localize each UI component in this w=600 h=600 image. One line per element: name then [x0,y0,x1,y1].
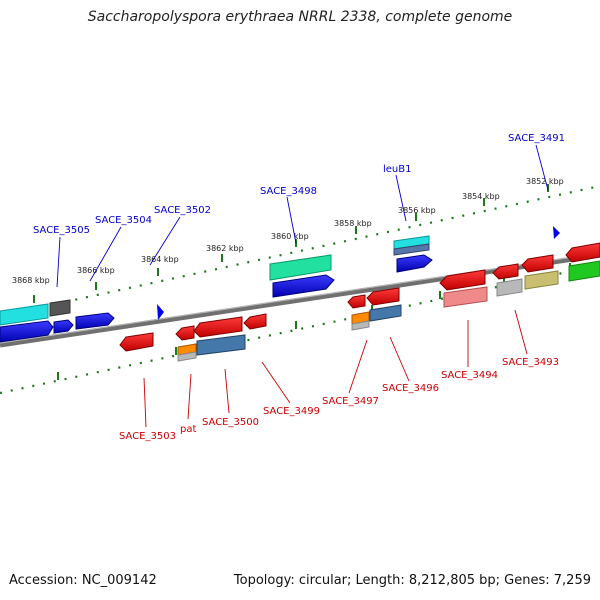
gene-feature[interactable] [443,286,488,308]
topology-text: Topology: circular; Length: 8,212,805 bp… [233,573,591,588]
gene-feature[interactable] [347,294,366,309]
gene-feature[interactable] [439,269,486,291]
kbp-label: 3856 kbp [398,206,436,215]
gene-label[interactable]: SACE_3503 [119,431,176,442]
gene-feature[interactable] [0,303,49,326]
kbp-label: 3860 kbp [271,232,309,241]
kbp-label: 3852 kbp [526,177,564,186]
gene-label[interactable]: SACE_3494 [441,370,498,381]
gene-feature[interactable] [269,254,332,281]
reverse-genes [119,242,600,362]
gene-feature[interactable] [196,334,246,356]
gene-feature[interactable] [193,316,243,338]
gene-label[interactable]: SACE_3500 [202,417,259,428]
gene-label[interactable]: SACE_3505 [33,225,90,236]
gene-label[interactable]: SACE_3493 [502,357,559,368]
gene-feature[interactable] [524,270,559,290]
gene-feature[interactable] [175,325,195,341]
gene-feature[interactable] [521,254,554,273]
kbp-label: 3854 kbp [462,192,500,201]
reverse-label-lines [143,309,528,428]
gene-feature[interactable] [496,278,523,297]
gene-label[interactable]: pat [180,424,196,435]
gene-feature[interactable] [553,226,560,239]
gene-feature[interactable] [351,320,370,331]
forward-gene-labels: SACE_3505 SACE_3504 SACE_3502 SACE_3498 … [33,133,565,236]
gene-label[interactable]: SACE_3496 [382,383,439,394]
outer-tick-track [0,184,600,318]
gene-feature[interactable] [369,304,402,322]
gene-feature[interactable] [75,312,115,330]
gene-label[interactable]: SACE_3491 [508,133,565,144]
gene-label[interactable]: leuB1 [383,164,412,175]
kbp-label: 3862 kbp [206,244,244,253]
gene-label[interactable]: SACE_3499 [263,406,320,417]
gene-feature[interactable] [393,243,430,256]
reverse-gene-labels: SACE_3503 pat SACE_3500 SACE_3499 SACE_3… [119,357,559,442]
accession-text: Accession: NC_009142 [9,573,157,588]
gene-feature[interactable] [272,274,335,298]
forward-label-lines [56,144,549,288]
gene-feature[interactable] [157,304,164,320]
kbp-label: 3858 kbp [334,219,372,228]
gene-feature[interactable] [366,287,400,306]
kbp-label: 3864 kbp [141,255,179,264]
gene-label[interactable]: SACE_3504 [95,215,152,226]
gene-feature[interactable] [243,313,267,330]
gene-feature[interactable] [0,320,54,343]
gene-feature[interactable] [177,351,197,362]
forward-genes [0,226,600,343]
gene-feature[interactable] [119,332,154,352]
map-title: Saccharopolyspora erythraea NRRL 2338, c… [87,9,513,25]
gene-feature[interactable] [53,319,74,334]
gene-feature[interactable] [396,254,433,273]
gene-label[interactable]: SACE_3497 [322,396,379,407]
gene-feature[interactable] [49,299,71,317]
gene-label[interactable]: SACE_3502 [154,205,211,216]
gene-feature[interactable] [568,260,600,282]
gene-label[interactable]: SACE_3498 [260,186,317,197]
gene-feature[interactable] [492,263,519,280]
kbp-label: 3868 kbp [12,276,50,285]
gene-feature[interactable] [565,242,600,263]
